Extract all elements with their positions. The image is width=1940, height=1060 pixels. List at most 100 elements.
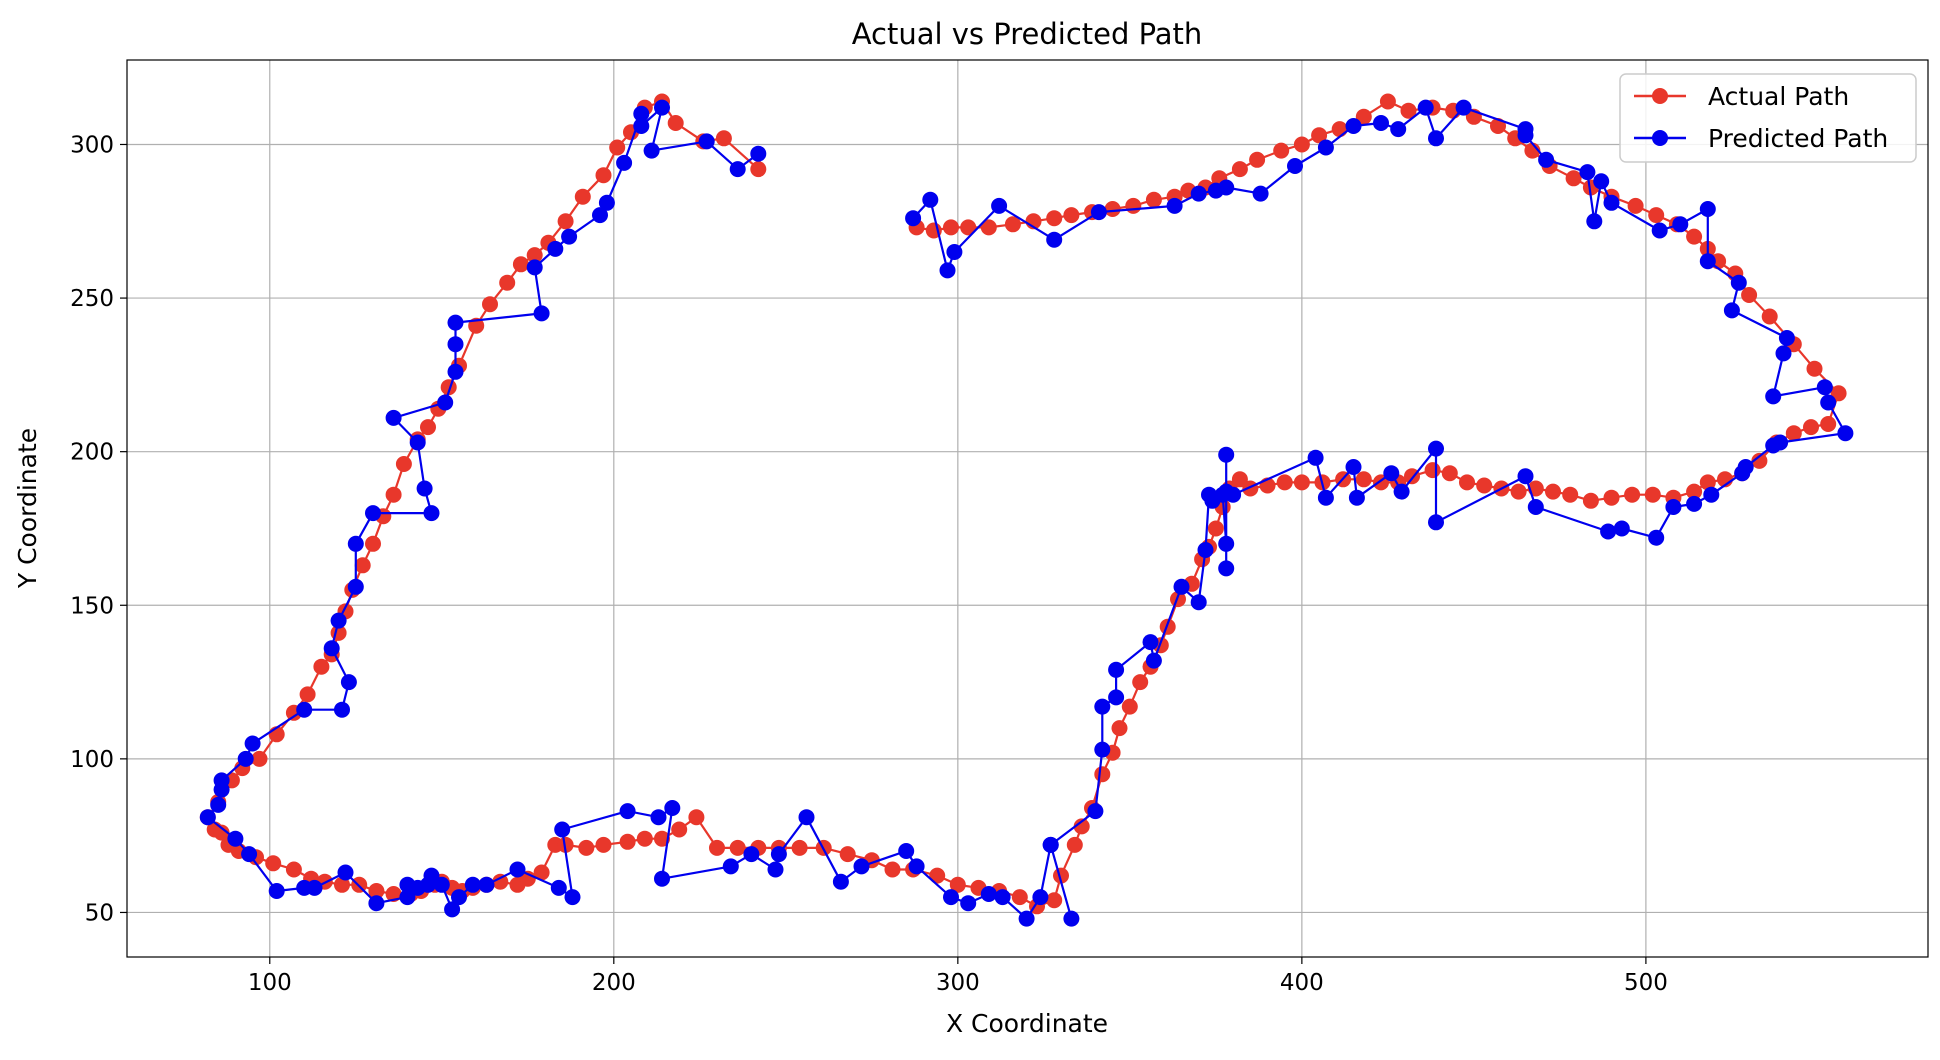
actual-point	[1249, 151, 1266, 168]
actual-point	[578, 839, 595, 856]
legend-label-predicted: Predicted Path	[1708, 124, 1888, 153]
predicted-point	[547, 240, 564, 257]
predicted-point	[306, 879, 323, 896]
predicted-point	[1579, 164, 1596, 181]
predicted-point	[664, 800, 681, 816]
predicted-point	[1373, 115, 1389, 131]
y-axis-label: Y Coordinate	[13, 428, 42, 589]
predicted-point	[654, 99, 670, 116]
actual-point	[1830, 385, 1847, 402]
predicted-point	[1197, 542, 1214, 558]
actual-point	[1004, 216, 1021, 233]
actual-point	[1565, 170, 1582, 187]
predicted-point	[1772, 434, 1789, 451]
actual-point	[1355, 108, 1372, 125]
predicted-point	[199, 809, 216, 826]
predicted-point	[423, 867, 440, 884]
actual-point	[1094, 766, 1111, 783]
predicted-point	[368, 895, 385, 912]
predicted-point	[1672, 216, 1689, 233]
y-tick-label: 250	[70, 286, 114, 312]
predicted-point	[347, 578, 364, 595]
actual-point	[1400, 102, 1417, 119]
predicted-point	[1517, 468, 1534, 485]
predicted-point	[1730, 274, 1747, 291]
predicted-point	[1538, 151, 1555, 168]
predicted-point	[616, 154, 633, 171]
predicted-point	[1108, 661, 1125, 678]
predicted-point	[1651, 222, 1668, 239]
actual-point	[1510, 483, 1527, 500]
actual-point	[512, 256, 529, 273]
actual-point	[213, 824, 230, 841]
predicted-point	[1252, 185, 1269, 202]
predicted-point	[1816, 379, 1833, 396]
predicted-point	[650, 809, 667, 826]
actual-point	[1624, 486, 1641, 503]
predicted-point	[1703, 486, 1720, 503]
actual-point	[1231, 471, 1248, 488]
y-tick-label: 200	[70, 440, 114, 466]
actual-point	[1476, 477, 1493, 494]
predicted-point	[1699, 253, 1716, 270]
actual-point	[420, 419, 436, 436]
predicted-point	[444, 901, 461, 918]
predicted-point	[1046, 231, 1063, 248]
predicted-point	[1225, 486, 1242, 503]
predicted-point	[1218, 446, 1235, 463]
actual-point	[1111, 720, 1128, 737]
actual-point	[1741, 287, 1758, 303]
predicted-point	[385, 409, 402, 426]
actual-point	[1293, 136, 1310, 153]
actual-point	[526, 247, 543, 264]
actual-point	[1276, 474, 1293, 491]
predicted-point	[1345, 459, 1362, 475]
actual-point	[285, 861, 302, 878]
legend-box	[1619, 73, 1917, 163]
predicted-point	[1593, 173, 1610, 190]
actual-point	[1125, 197, 1142, 214]
predicted-point	[1094, 698, 1111, 715]
predicted-point	[1820, 394, 1837, 411]
predicted-point	[244, 735, 261, 752]
actual-point	[354, 557, 371, 574]
predicted-point	[1517, 121, 1534, 138]
actual-point	[729, 839, 746, 856]
predicted-point	[1613, 520, 1630, 537]
predicted-point	[1778, 330, 1795, 346]
predicted-point	[943, 889, 959, 906]
actual-point	[943, 219, 959, 236]
predicted-point	[1775, 345, 1792, 362]
actual-point	[654, 830, 670, 847]
predicted-point	[347, 535, 364, 552]
actual-point	[1011, 889, 1028, 906]
predicted-point	[423, 505, 440, 522]
predicted-point	[1032, 889, 1049, 906]
predicted-point	[241, 846, 258, 863]
predicted-point	[526, 259, 543, 276]
actual-point	[365, 535, 381, 552]
actual-point	[1785, 425, 1802, 442]
legend: Actual Path Predicted Path	[1619, 73, 1917, 163]
predicted-point	[1307, 449, 1324, 466]
actual-point	[1545, 483, 1561, 500]
x-axis-label: X Coordinate	[946, 1009, 1108, 1038]
predicted-point	[1166, 197, 1183, 214]
predicted-point	[1145, 652, 1162, 669]
predicted-point	[1417, 99, 1434, 116]
predicted-point	[1317, 139, 1334, 156]
chart-title: Actual vs Predicted Path	[852, 17, 1203, 51]
actual-point	[492, 873, 509, 890]
predicted-point	[905, 210, 922, 227]
actual-point	[1293, 474, 1310, 491]
actual-point	[949, 876, 966, 893]
predicted-point	[1345, 118, 1362, 134]
predicted-point	[1765, 388, 1782, 405]
predicted-point	[1603, 194, 1620, 211]
actual-point	[1627, 197, 1644, 214]
actual-point	[1424, 462, 1441, 479]
actual-point	[1582, 492, 1599, 509]
predicted-point	[1428, 130, 1444, 147]
actual-point	[709, 839, 725, 856]
actual-point	[1273, 142, 1290, 159]
